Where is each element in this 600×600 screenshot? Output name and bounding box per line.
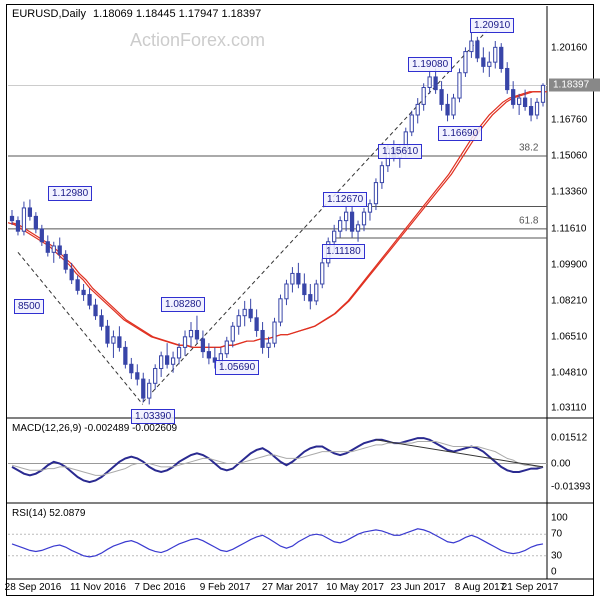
x-tick: 27 Mar 2017 <box>262 582 318 598</box>
rsi-title: RSI(14) 52.0879 <box>12 508 85 519</box>
price-label: 1.20910 <box>470 18 514 33</box>
x-tick: 21 Sep 2017 <box>502 582 559 598</box>
price-label: 1.05690 <box>215 360 259 375</box>
y-tick: 1.04810 <box>551 367 587 378</box>
price-label: 1.12670 <box>323 192 367 207</box>
price-label: 1.03390 <box>131 409 175 424</box>
current-price-box: 1.18397 <box>549 79 600 92</box>
price-label: 8500 <box>14 299 44 314</box>
rsi-y-tick: 30 <box>551 550 562 561</box>
rsi-y-tick: 0 <box>551 567 557 578</box>
macd-y-tick: -0.01393 <box>551 482 590 493</box>
y-tick: 1.03110 <box>551 403 586 414</box>
y-tick: 1.16760 <box>551 115 587 126</box>
x-tick: 9 Feb 2017 <box>200 582 251 598</box>
rsi-y-tick: 100 <box>551 513 568 524</box>
y-tick: 1.11610 <box>551 223 586 234</box>
macd-y-tick: 0.01512 <box>551 432 587 443</box>
symbol: EURUSD,Daily <box>12 8 86 20</box>
y-tick: 1.08210 <box>551 295 587 306</box>
fib-label: 38.2 <box>519 142 538 153</box>
x-tick: 8 Aug 2017 <box>455 582 506 598</box>
x-tick: 11 Nov 2016 <box>70 582 126 598</box>
y-tick: 1.09900 <box>551 259 587 270</box>
macd-title: MACD(12,26,9) -0.002489 -0.002609 <box>12 423 177 434</box>
fib-label: 61.8 <box>519 215 538 226</box>
y-tick: 1.13360 <box>551 186 587 197</box>
y-tick: 1.06510 <box>551 331 587 342</box>
rsi-y-tick: 70 <box>551 529 562 540</box>
chart-svg <box>0 0 600 600</box>
watermark: ActionForex.com <box>130 30 265 51</box>
y-tick: 1.20160 <box>551 43 587 54</box>
x-tick: 23 Jun 2017 <box>390 582 445 598</box>
y-tick: 1.15060 <box>551 150 587 161</box>
x-tick: 7 Dec 2016 <box>134 582 185 598</box>
price-label: 1.12980 <box>48 186 92 201</box>
x-tick: 28 Sep 2016 <box>5 582 62 598</box>
x-tick: 10 May 2017 <box>326 582 384 598</box>
price-label: 1.15610 <box>378 144 422 159</box>
price-label: 1.19080 <box>408 57 452 72</box>
ohlc: 1.18069 1.18445 1.17947 1.18397 <box>93 8 261 20</box>
chart-title: EURUSD,Daily 1.18069 1.18445 1.17947 1.1… <box>12 8 261 20</box>
macd-y-tick: 0.00 <box>551 458 570 469</box>
price-label: 1.16690 <box>438 126 482 141</box>
price-label: 1.08280 <box>161 297 205 312</box>
price-label: 1.11180 <box>322 244 365 259</box>
